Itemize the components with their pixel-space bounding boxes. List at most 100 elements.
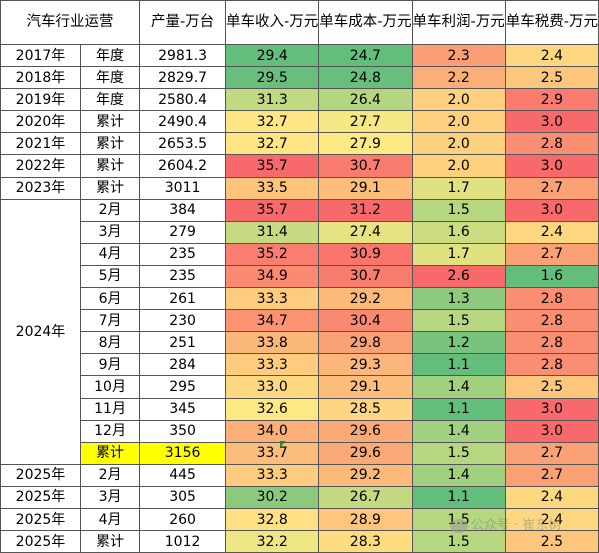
volume-cell: 251 [139, 331, 227, 355]
year-cell: 2019年 [0, 88, 81, 112]
period-cell: 年度 [79, 43, 141, 68]
tax-cell: 3.0 [504, 110, 599, 134]
table-row: 4月 235 35.2 30.9 1.7 2.7 [1, 242, 599, 266]
profit-cell: 2.0 [411, 88, 506, 112]
volume-cell: 350 [139, 419, 227, 443]
tax-cell: 2.4 [504, 43, 599, 68]
revenue-cell: 33.3 [225, 287, 320, 311]
tax-cell: 2.4 [504, 220, 599, 244]
tax-cell: 3.0 [504, 419, 599, 443]
revenue-cell: 33.3 [225, 353, 320, 377]
table-row: 9月 284 33.3 29.3 1.1 2.8 [1, 353, 599, 377]
tax-cell: 2.5 [504, 375, 599, 399]
revenue-cell: 31.3 [225, 88, 320, 112]
period-cell: 3月 [79, 220, 141, 244]
period-cell: 9月 [79, 353, 141, 377]
cost-cell: 29.8 [318, 331, 413, 355]
volume-cell: 3156 [139, 441, 227, 465]
volume-cell: 235 [139, 242, 227, 266]
profit-cell: 1.5 [411, 309, 506, 333]
period-cell: 4月 [79, 507, 141, 532]
revenue-cell: 34.0 [225, 419, 320, 443]
volume-cell: 2580.4 [139, 88, 227, 112]
revenue-cell: 33.5 [225, 176, 320, 200]
period-cell: 4月 [79, 242, 141, 266]
period-cell: 5月 [79, 264, 141, 289]
table-body: 2017年 年度 2981.3 29.4 24.7 2.3 2.4 2018年 年度 2829.7… [0, 43, 599, 553]
profit-cell: 1.5 [411, 530, 506, 553]
tax-cell: 2.8 [504, 309, 599, 333]
cost-cell: 27.7 [318, 110, 413, 134]
tax-cell: 2.5 [504, 530, 599, 553]
revenue-cell: 34.7 [225, 309, 320, 333]
period-cell: 12月 [79, 419, 141, 443]
revenue-cell: 31.4 [225, 220, 320, 244]
cost-cell: 26.7 [318, 485, 413, 509]
profit-cell: 2.6 [411, 264, 506, 289]
profit-cell: 1.4 [411, 419, 506, 443]
cost-cell: 26.4 [318, 88, 413, 112]
table-row: 2020年 累计 2490.4 32.7 27.7 2.0 3.0 [0, 110, 599, 134]
period-cell: 2月 [79, 463, 141, 487]
volume-cell: 2604.2 [139, 154, 227, 178]
period-cell: 累计 [79, 132, 141, 156]
volume-cell: 235 [139, 264, 227, 289]
year-cell: 2023年 [0, 176, 81, 200]
cost-cell: 29.6 [318, 419, 413, 443]
period-cell: 累计 [79, 176, 141, 200]
profit-cell: 2.0 [411, 132, 506, 156]
tax-cell: 2.4 [504, 507, 599, 532]
profit-cell: 1.5 [411, 441, 506, 465]
profit-cell: 1.1 [411, 485, 506, 509]
cost-cell: 30.9 [318, 242, 413, 266]
table-row: 2025年 3月 305 30.2 26.7 1.1 2.4 [0, 485, 599, 509]
period-cell: 累计 [79, 154, 141, 178]
table-row: 2021年 累计 2653.5 32.7 27.9 2.0 2.8 [0, 132, 599, 156]
table-row: 5月 235 34.9 30.7 2.6 1.6 [1, 264, 599, 289]
revenue-cell: 33.7 [225, 441, 320, 465]
volume-cell: 260 [139, 507, 227, 532]
volume-cell: 295 [139, 375, 227, 399]
profit-cell: 1.2 [411, 331, 506, 355]
year-cell: 2025年 [0, 485, 81, 509]
cost-cell: 28.5 [318, 397, 413, 421]
year-cell: 2018年 [0, 66, 81, 90]
cost-cell: 24.8 [318, 66, 413, 90]
cost-cell: 29.3 [318, 353, 413, 377]
comment-marker [280, 441, 286, 447]
tax-cell: 2.7 [504, 463, 599, 487]
cost-cell: 24.7 [318, 43, 413, 68]
volume-cell: 2653.5 [139, 132, 227, 156]
table-row: 2025年 累计 1012 32.2 28.3 1.5 2.5 [0, 530, 599, 553]
period-cell: 6月 [79, 287, 141, 311]
cost-cell: 29.2 [318, 287, 413, 311]
tax-cell: 2.5 [504, 66, 599, 90]
table-row: 2024年 2月 384 35.7 31.2 1.5 3.0 [0, 198, 599, 465]
profit-cell: 1.1 [411, 353, 506, 377]
year-cell: 2021年 [0, 132, 81, 156]
year-cell: 2025年 [0, 463, 81, 487]
volume-cell: 230 [139, 309, 227, 333]
tax-cell: 2.8 [504, 132, 599, 156]
header-row: 汽车行业运营 产量-万台 单车收入-万元 单车成本-万元 单车利润-万元 单车税… [0, 0, 599, 45]
period-cell: 7月 [79, 309, 141, 333]
table-row: 10月 295 33.0 29.1 1.4 2.5 [1, 375, 599, 399]
header-cost: 单车成本-万元 [318, 0, 413, 45]
period-cell: 年度 [79, 88, 141, 112]
revenue-cell: 29.4 [225, 43, 320, 68]
revenue-cell: 32.7 [225, 132, 320, 156]
volume-cell: 261 [139, 287, 227, 311]
cost-cell: 30.4 [318, 309, 413, 333]
tax-cell: 2.8 [504, 331, 599, 355]
period-cell: 8月 [79, 331, 141, 355]
profit-cell: 2.0 [411, 110, 506, 134]
table-row: 2022年 累计 2604.2 35.7 30.7 2.0 3.0 [0, 154, 599, 178]
year-cell: 2017年 [0, 43, 81, 68]
year-cell: 2024年 [0, 198, 81, 465]
period-cell: 年度 [79, 66, 141, 90]
period-cell: 累计 [79, 530, 141, 553]
tax-cell: 2.9 [504, 88, 599, 112]
table-row: 2017年 年度 2981.3 29.4 24.7 2.3 2.4 [0, 43, 599, 68]
profit-cell: 1.6 [411, 220, 506, 244]
